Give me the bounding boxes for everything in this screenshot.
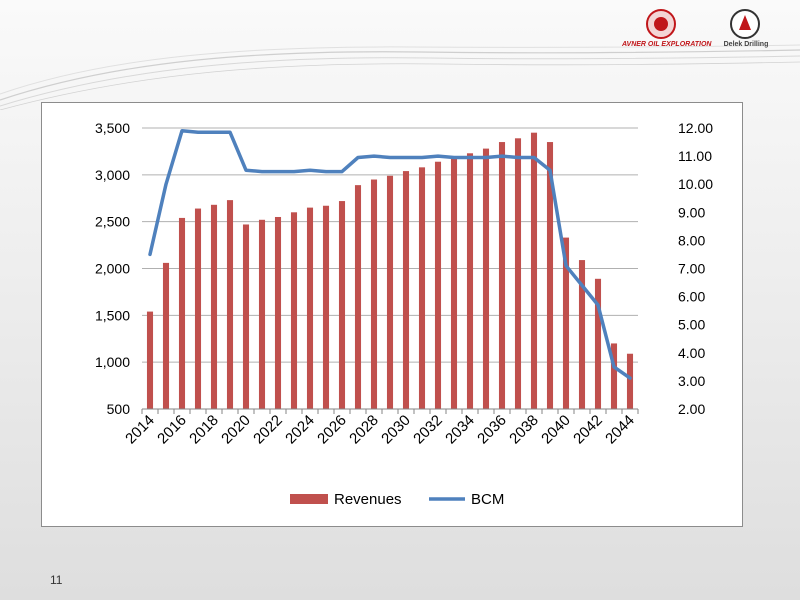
- revenues-bar: [610, 343, 618, 409]
- x-tick-label: 2038: [506, 412, 542, 448]
- x-tick-label: 2032: [410, 412, 446, 448]
- revenues-bar: [242, 224, 250, 409]
- x-tick-label: 2022: [250, 412, 286, 448]
- revenues-bar: [178, 217, 186, 409]
- y-left-tick-label: 1,500: [95, 307, 130, 323]
- revenues-bar: [338, 201, 346, 409]
- revenues-bar: [578, 260, 586, 409]
- x-tick-label: 2034: [442, 412, 478, 448]
- legend-bcm-label: BCM: [471, 491, 504, 508]
- y-left-tick-label: 2,500: [95, 214, 130, 230]
- revenues-bar: [146, 311, 154, 409]
- y-left-tick-label: 3,000: [95, 167, 130, 183]
- y-right-tick-label: 8.00: [678, 232, 705, 248]
- revenues-bar: [322, 205, 330, 409]
- y-right-tick-label: 7.00: [678, 261, 705, 277]
- revenues-bar: [482, 148, 490, 409]
- revenues-bar: [418, 167, 426, 409]
- revenues-bar: [562, 237, 570, 409]
- revenues-bar: [594, 278, 602, 409]
- y-right-tick-label: 2.00: [678, 401, 705, 417]
- x-tick-label: 2036: [474, 412, 510, 448]
- x-tick-label: 2014: [122, 412, 158, 448]
- y-left-tick-label: 1,000: [95, 354, 130, 370]
- x-tick-label: 2040: [538, 412, 574, 448]
- revenues-bcm-chart: 500 1,000 1,500 2,000 2,500 3,000 3,500 2.00 3.0…: [41, 102, 743, 527]
- revenues-bar: [450, 157, 458, 409]
- revenues-bar: [498, 142, 506, 410]
- x-tick-label: 2042: [570, 412, 606, 448]
- revenues-bar: [466, 153, 474, 409]
- revenues-bar: [354, 185, 362, 409]
- y-right-tick-label: 11.00: [678, 148, 712, 164]
- revenues-bar: [210, 204, 218, 409]
- page-number: 11: [50, 573, 63, 587]
- x-tick-label: 2018: [186, 412, 222, 448]
- x-tick-label: 2028: [346, 412, 382, 448]
- avner-oil-logo: AVNER OIL EXPLORATION: [622, 8, 712, 54]
- revenues-bar: [274, 216, 282, 409]
- revenues-bar: [370, 179, 378, 409]
- x-tick-label: 2026: [314, 412, 350, 448]
- y-left-tick-label: 2,000: [95, 261, 130, 277]
- x-tick-label: 2024: [282, 412, 318, 448]
- bcm-series-line: [148, 129, 632, 380]
- revenues-bar: [226, 200, 234, 409]
- delek-emblem-icon: [730, 9, 760, 39]
- header-swoosh-decoration: [0, 44, 800, 110]
- revenues-bar: [530, 132, 538, 409]
- legend-revenues-label: Revenues: [334, 491, 402, 508]
- revenues-bar: [514, 138, 522, 409]
- x-tick-label: 2020: [218, 412, 254, 448]
- delek-drilling-logo: Delek Drilling: [706, 8, 786, 54]
- revenues-bar: [626, 353, 634, 409]
- legend-revenues-swatch: [290, 494, 328, 504]
- x-tick-label: 2030: [378, 412, 414, 448]
- delek-logo-text: Delek Drilling: [723, 41, 769, 48]
- revenues-bar: [194, 208, 202, 409]
- chart-canvas: 500 1,000 1,500 2,000 2,500 3,000 3,500 2.00 3.0…: [95, 120, 713, 508]
- y-right-tick-label: 5.00: [678, 317, 705, 333]
- y-right-tick-label: 9.00: [678, 204, 705, 220]
- y-right-tick-label: 12.00: [678, 120, 713, 136]
- x-tick-label: 2044: [602, 412, 638, 448]
- revenues-bar: [386, 175, 394, 409]
- company-logos: AVNER OIL EXPLORATION Delek Drilling: [622, 8, 792, 54]
- y-left-tick-label: 3,500: [95, 120, 130, 136]
- y-right-tick-label: 4.00: [678, 345, 705, 361]
- revenues-bar: [402, 171, 410, 409]
- avner-logo-text: AVNER OIL EXPLORATION: [622, 41, 712, 48]
- revenues-bar: [546, 142, 554, 410]
- revenues-bar: [434, 161, 442, 409]
- y-right-tick-label: 10.00: [678, 176, 713, 192]
- y-right-tick-label: 3.00: [678, 373, 705, 389]
- y-right-tick-label: 6.00: [678, 289, 705, 305]
- revenues-bar: [290, 212, 298, 409]
- avner-emblem-icon: [646, 9, 676, 39]
- revenues-bar: [162, 262, 170, 409]
- x-tick-label: 2016: [154, 412, 190, 448]
- revenues-bar: [306, 207, 314, 409]
- y-left-tick-label: 500: [107, 401, 131, 417]
- revenues-bar: [258, 219, 266, 409]
